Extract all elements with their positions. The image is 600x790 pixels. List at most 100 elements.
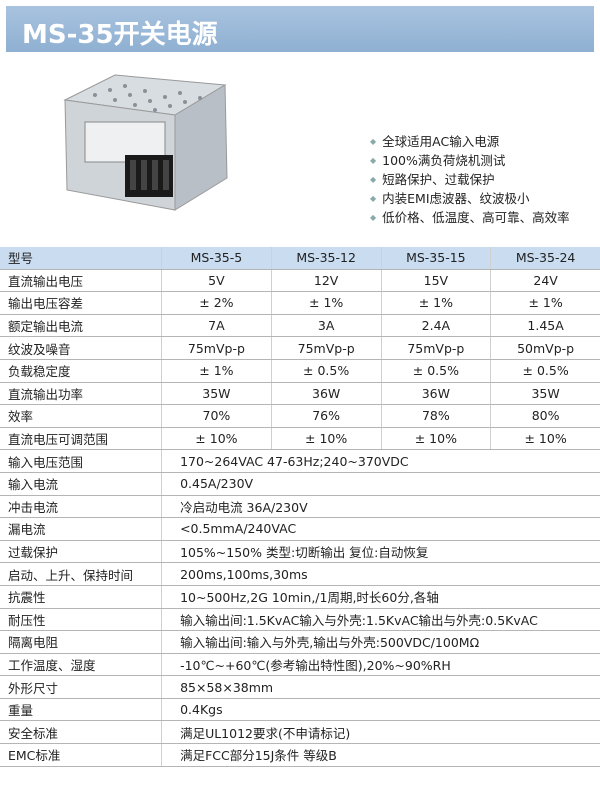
spec-table: 型号 MS-35-5 MS-35-12 MS-35-15 MS-35-24 直流输出电压 5… — [0, 247, 600, 767]
spec-value: 0.4Kgs — [161, 698, 600, 722]
cell: 1.45A — [490, 314, 600, 338]
cell: 50mVp-p — [490, 336, 600, 360]
spec-value: 10~500Hz,2G 10min,/1周期,时长60分,各轴 — [161, 585, 600, 609]
model-row: 直流输出电压 5V 12V 15V 24V — [0, 269, 600, 293]
spec-value: 输入输出间:输入与外壳,输出与外壳:500VDC/100MΩ — [161, 630, 600, 654]
model-row: 直流电压可调范围 ± 10% ± 10% ± 10% ± 10% — [0, 427, 600, 451]
row-label: 冲击电流 — [0, 495, 162, 519]
model-row: 负载稳定度 ± 1% ± 0.5% ± 0.5% ± 0.5% — [0, 359, 600, 383]
feature-item: 短路保护、过载保护 — [370, 170, 570, 189]
spec-row: 重量 0.4Kgs — [0, 698, 600, 722]
spec-value: 0.45A/230V — [161, 472, 600, 496]
cell: 3A — [270, 314, 381, 338]
spec-row: 过载保护 105%~150% 类型:切断输出 复位:自动恢复 — [0, 540, 600, 564]
spec-row: 外形尺寸 85×58×38mm — [0, 675, 600, 699]
cell: 75mVp-p — [161, 336, 272, 360]
spec-value: 满足UL1012要求(不申请标记) — [161, 720, 600, 745]
feature-item: 100%满负荷烧机测试 — [370, 151, 570, 170]
cell: 80% — [490, 404, 600, 428]
spec-row: 输入电压范围 170~264VAC 47-63Hz;240~370VDC — [0, 449, 600, 473]
row-label: 直流电压可调范围 — [0, 427, 162, 451]
cell: ± 1% — [270, 291, 381, 315]
product-image — [63, 74, 228, 211]
row-label: 输入电压范围 — [0, 449, 162, 473]
feature-item: 全球适用AC输入电源 — [370, 132, 570, 151]
row-label: 输入电流 — [0, 472, 162, 496]
cell: ± 10% — [380, 427, 491, 451]
header-cell: MS-35-5 — [161, 247, 272, 270]
spec-row: 启动、上升、保持时间 200ms,100ms,30ms — [0, 562, 600, 586]
row-label: 漏电流 — [0, 517, 162, 541]
cell: 7A — [161, 314, 272, 338]
cell: ± 0.5% — [270, 359, 381, 383]
cell: ± 10% — [270, 427, 381, 451]
model-row: 效率 70% 76% 78% 80% — [0, 404, 600, 428]
model-row: 纹波及噪音 75mVp-p 75mVp-p 75mVp-p 50mVp-p — [0, 336, 600, 360]
cell: ± 2% — [161, 291, 272, 315]
cell: 75mVp-p — [270, 336, 381, 360]
cell: ± 1% — [380, 291, 491, 315]
spec-value: 105%~150% 类型:切断输出 复位:自动恢复 — [161, 540, 600, 564]
cell: 36W — [270, 382, 381, 406]
row-label: 负载稳定度 — [0, 359, 162, 383]
cell: 35W — [161, 382, 272, 406]
row-label: 直流输出功率 — [0, 382, 162, 406]
row-label: 耐压性 — [0, 608, 162, 632]
header-cell: MS-35-12 — [270, 247, 381, 270]
row-label: 抗震性 — [0, 585, 162, 609]
cell: ± 0.5% — [490, 359, 600, 383]
cell: 70% — [161, 404, 272, 428]
cell: 2.4A — [380, 314, 491, 338]
spec-row: 冲击电流 冷启动电流 36A/230V — [0, 495, 600, 519]
feature-list: 全球适用AC输入电源100%满负荷烧机测试短路保护、过载保护内装EMI虑波器、纹… — [370, 132, 570, 227]
cell: 78% — [380, 404, 491, 428]
spec-value: <0.5mmA/240VAC — [161, 517, 600, 541]
model-row: 额定输出电流 7A 3A 2.4A 1.45A — [0, 314, 600, 338]
cell: 5V — [161, 269, 272, 293]
spec-row: 输入电流 0.45A/230V — [0, 472, 600, 496]
spec-row: 安全标准 满足UL1012要求(不申请标记) — [0, 720, 600, 745]
row-label: 效率 — [0, 404, 162, 428]
row-label: EMC标准 — [0, 743, 162, 767]
cell: ± 1% — [490, 291, 600, 315]
spec-row: 隔离电阻 输入输出间:输入与外壳,输出与外壳:500VDC/100MΩ — [0, 630, 600, 654]
spec-value: 满足FCC部分15J条件 等级B — [161, 743, 600, 767]
row-label: 外形尺寸 — [0, 675, 162, 699]
spec-value: 200ms,100ms,30ms — [161, 562, 600, 586]
spec-row: EMC标准 满足FCC部分15J条件 等级B — [0, 743, 600, 767]
spec-value: -10℃~+60℃(参考输出特性图),20%~90%RH — [161, 653, 600, 677]
spec-value: 170~264VAC 47-63Hz;240~370VDC — [161, 449, 600, 473]
row-label: 重量 — [0, 698, 162, 722]
cell: 35W — [490, 382, 600, 406]
model-row: 直流输出功率 35W 36W 36W 35W — [0, 382, 600, 406]
cell: 12V — [270, 269, 381, 293]
header: MS-35开关电源 — [6, 6, 594, 52]
cell: ± 0.5% — [380, 359, 491, 383]
row-label: 隔离电阻 — [0, 630, 162, 654]
cell: ± 10% — [490, 427, 600, 451]
header-row: 型号 MS-35-5 MS-35-12 MS-35-15 MS-35-24 — [0, 247, 600, 270]
row-label: 直流输出电压 — [0, 269, 162, 293]
header-cell: 型号 — [0, 247, 162, 270]
title: MS-35开关电源 — [22, 20, 218, 50]
model-row: 输出电压容差 ± 2% ± 1% ± 1% ± 1% — [0, 291, 600, 315]
spec-row: 漏电流 <0.5mmA/240VAC — [0, 517, 600, 541]
spec-value: 85×58×38mm — [161, 675, 600, 699]
cell: 24V — [490, 269, 600, 293]
cell: ± 10% — [161, 427, 272, 451]
row-label: 额定输出电流 — [0, 314, 162, 338]
row-label: 安全标准 — [0, 720, 162, 745]
header-cell: MS-35-15 — [380, 247, 491, 270]
spec-value: 输入输出间:1.5KvAC输入与外壳:1.5KvAC输出与外壳:0.5KvAC — [161, 608, 600, 632]
spec-row: 工作温度、湿度 -10℃~+60℃(参考输出特性图),20%~90%RH — [0, 653, 600, 677]
feature-item: 低价格、低温度、高可靠、高效率 — [370, 208, 570, 227]
feature-item: 内装EMI虑波器、纹波极小 — [370, 189, 570, 208]
cell: 76% — [270, 404, 381, 428]
row-label: 纹波及噪音 — [0, 336, 162, 360]
header-cell: MS-35-24 — [490, 247, 600, 270]
row-label: 过载保护 — [0, 540, 162, 564]
cell: 75mVp-p — [380, 336, 491, 360]
spec-row: 耐压性 输入输出间:1.5KvAC输入与外壳:1.5KvAC输出与外壳:0.5Kv… — [0, 608, 600, 632]
cell: 15V — [380, 269, 491, 293]
